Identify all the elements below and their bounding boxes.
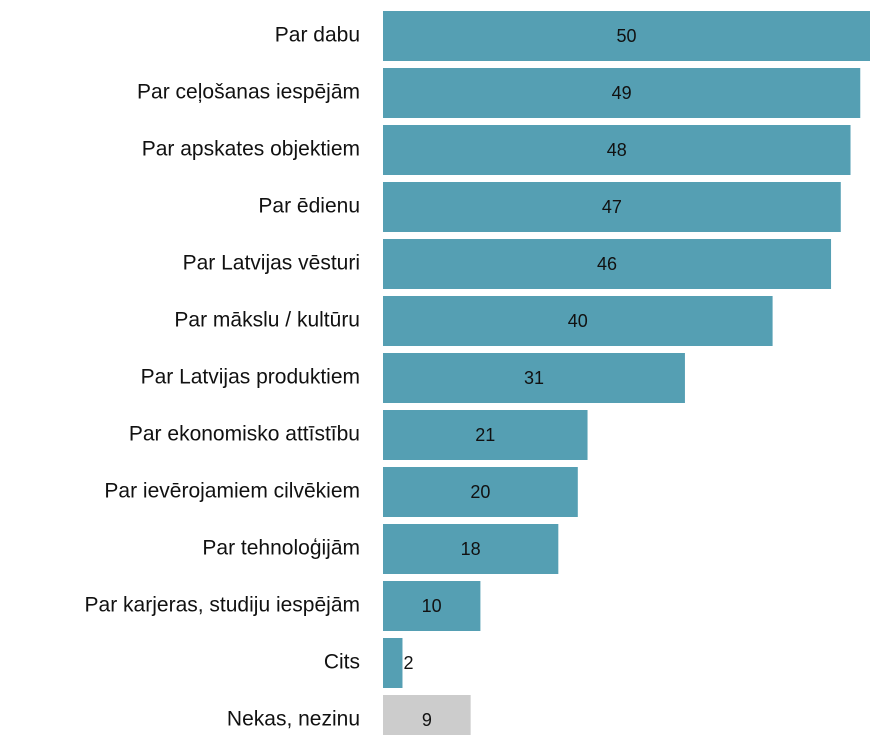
category-label: Nekas, nezinu — [227, 708, 360, 731]
bar — [383, 296, 773, 346]
category-label: Par ēdienu — [258, 195, 360, 218]
value-label: 10 — [422, 596, 442, 616]
value-label: 20 — [470, 482, 490, 502]
value-label: 18 — [461, 539, 481, 559]
value-label: 9 — [422, 710, 432, 730]
category-label: Par ievērojamiem cilvēkiem — [104, 480, 360, 503]
value-label: 49 — [612, 83, 632, 103]
category-label: Par apskates objektiem — [142, 138, 360, 161]
bar — [383, 638, 403, 688]
bar — [383, 695, 471, 735]
value-label: 48 — [607, 140, 627, 160]
value-label: 40 — [568, 311, 588, 331]
bar — [383, 182, 841, 232]
value-label: 21 — [475, 425, 495, 445]
bar — [383, 125, 851, 175]
category-label: Par dabu — [275, 24, 360, 47]
category-label: Par karjeras, studiju iespējām — [85, 594, 360, 617]
bar — [383, 467, 578, 517]
category-label: Par Latvijas produktiem — [141, 366, 360, 389]
bar — [383, 524, 559, 574]
value-label: 2 — [403, 653, 413, 673]
bar — [383, 353, 685, 403]
category-label: Par ceļošanas iespējām — [137, 81, 360, 104]
value-label: 46 — [597, 254, 617, 274]
category-label: Par ekonomisko attīstību — [129, 423, 360, 446]
value-label: 47 — [602, 197, 622, 217]
bar — [383, 11, 870, 61]
bar — [383, 239, 832, 289]
value-label: 31 — [524, 368, 544, 388]
category-label: Cits — [324, 651, 360, 674]
category-label: Par tehnoloģijām — [202, 537, 360, 560]
bar — [383, 68, 861, 118]
category-label: Par mākslu / kultūru — [174, 309, 360, 332]
value-label: 50 — [616, 26, 636, 46]
category-label: Par Latvijas vēsturi — [183, 252, 360, 275]
bar — [383, 581, 481, 631]
bar — [383, 410, 588, 460]
